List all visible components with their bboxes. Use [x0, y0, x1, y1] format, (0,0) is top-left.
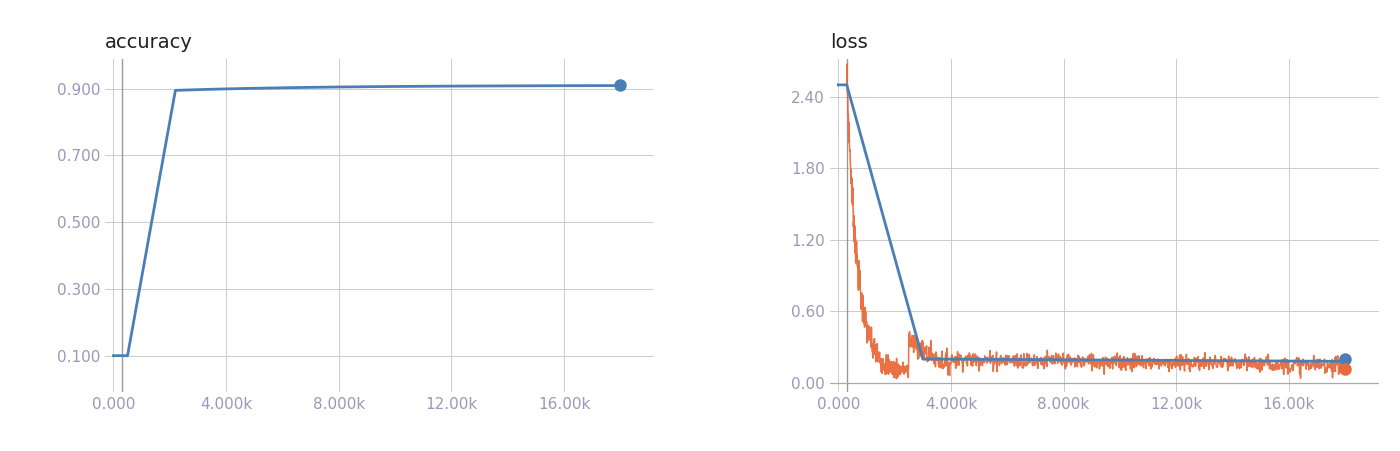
Text: loss: loss — [830, 32, 868, 51]
Text: accuracy: accuracy — [105, 32, 193, 51]
